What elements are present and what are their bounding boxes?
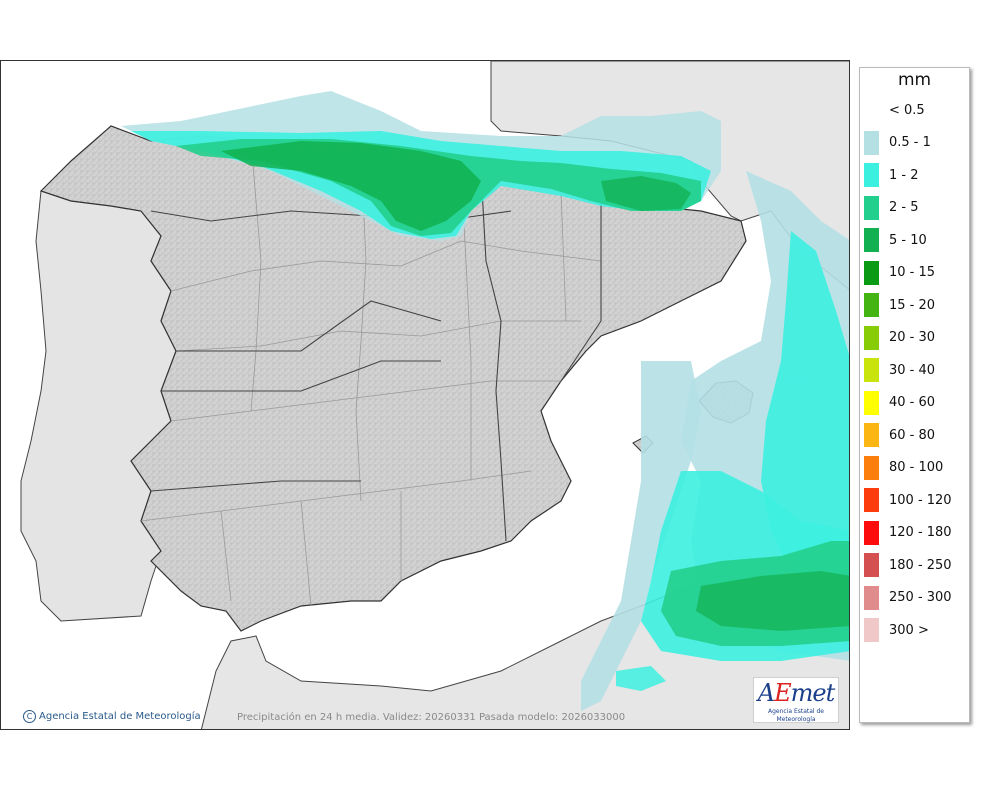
copyright-icon: C: [23, 710, 36, 723]
aemet-logo: AEmet Agencia Estatal de Meteorología: [753, 677, 839, 723]
legend-label: 120 - 180: [889, 525, 952, 540]
legend-swatch: [864, 130, 879, 155]
legend-label: 20 - 30: [889, 330, 936, 345]
legend-label: 100 - 120: [889, 492, 952, 508]
legend-label: 60 - 80: [889, 427, 936, 443]
legend-item: 5 - 10: [864, 228, 927, 252]
legend-swatch: [864, 98, 879, 122]
precip-south-coast-light: [616, 666, 666, 691]
legend-swatch: [864, 390, 879, 415]
precip-balearic-1-2: [761, 231, 849, 581]
legend-item: 250 - 300: [864, 585, 952, 610]
legend-item: 1 - 2: [864, 163, 919, 187]
legend-label: 40 - 60: [889, 395, 936, 410]
legend-item: 300 >: [864, 618, 929, 642]
legend-swatch: [864, 325, 879, 350]
precipitation-legend: mm < 0.5 0.5 - 1 1 - 2 2 - 5 5 - 10 10 - 15 15…: [859, 67, 970, 723]
map-caption: Precipitación en 24 h media. Validez: 20…: [237, 712, 626, 723]
legend-swatch: [864, 163, 879, 187]
legend-item: 80 - 100: [864, 455, 944, 480]
legend-item: 15 - 20: [864, 293, 935, 317]
legend-item: 10 - 15: [864, 260, 936, 285]
legend-item: 2 - 5: [864, 195, 919, 220]
legend-swatch: [864, 585, 879, 610]
legend-label: < 0.5: [889, 102, 925, 118]
legend-swatch: [864, 358, 879, 382]
legend-label: 80 - 100: [889, 460, 944, 475]
precip-north-5-10: [221, 141, 481, 231]
legend-item: 120 - 180: [864, 520, 952, 545]
legend-item: 40 - 60: [864, 390, 936, 415]
legend-label: 180 - 250: [889, 557, 952, 573]
legend-item: < 0.5: [864, 98, 925, 122]
legend-label: 1 - 2: [889, 167, 919, 183]
legend-item: 180 - 250: [864, 553, 952, 577]
legend-label: 5 - 10: [889, 232, 927, 248]
legend-label: 15 - 20: [889, 297, 936, 313]
legend-item: 20 - 30: [864, 325, 936, 350]
legend-swatch: [864, 228, 879, 252]
precipitation-map: C Agencia Estatal de Meteorología Precip…: [0, 60, 850, 730]
legend-swatch: [864, 520, 879, 545]
legend-label: 300 >: [889, 622, 929, 638]
legend-item: 0.5 - 1: [864, 130, 931, 155]
precip-south-light: [581, 361, 701, 711]
agency-credit: C Agencia Estatal de Meteorología: [23, 710, 201, 723]
legend-item: 60 - 80: [864, 423, 935, 447]
legend-swatch: [864, 553, 879, 577]
legend-swatch: [864, 260, 879, 285]
legend-swatch: [864, 195, 879, 220]
legend-swatch: [864, 293, 879, 317]
legend-label: 250 - 300: [889, 590, 952, 605]
legend-swatch: [864, 455, 879, 480]
legend-label: 2 - 5: [889, 200, 919, 215]
legend-swatch: [864, 488, 879, 512]
legend-unit: mm: [897, 70, 932, 90]
legend-item: 30 - 40: [864, 358, 935, 382]
aemet-logo-subtitle: Agencia Estatal de Meteorología: [767, 708, 824, 723]
legend-swatch: [864, 423, 879, 447]
legend-swatch: [864, 618, 879, 642]
legend-item: 100 - 120: [864, 488, 952, 512]
legend-label: 10 - 15: [889, 265, 936, 280]
legend-label: 30 - 40: [889, 362, 936, 378]
precipitation-layer: [121, 91, 849, 711]
map-canvas: [20, 61, 849, 729]
precip-south-5-10: [696, 571, 849, 631]
precip-pyrenees-5-10: [601, 176, 691, 211]
agency-credit-text: Agencia Estatal de Meteorología: [39, 711, 201, 722]
aemet-logo-mark: AEmet: [757, 679, 835, 707]
legend-label: 0.5 - 1: [889, 135, 931, 150]
